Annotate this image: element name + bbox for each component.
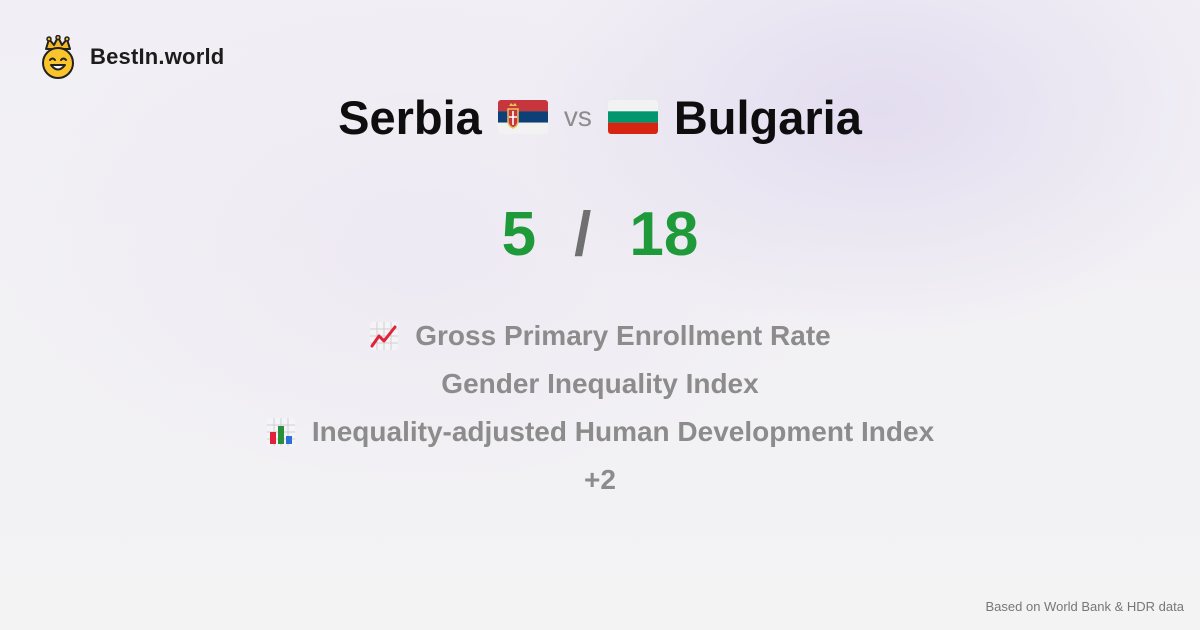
bulgaria-flag-icon	[607, 100, 658, 134]
metric-item: Gender Inequality Index	[441, 360, 758, 408]
brand-name: BestIn.world	[90, 44, 225, 69]
metric-label: Gender Inequality Index	[441, 368, 759, 399]
score: 5 / 18	[0, 195, 1200, 273]
chart-increasing-icon	[370, 322, 399, 350]
score-separator: /	[574, 199, 592, 269]
right-country-name: Bulgaria	[673, 90, 862, 144]
metric-label: Gross Primary Enrollment Rate	[415, 320, 831, 351]
left-score: 5	[501, 199, 537, 269]
left-country-name: Serbia	[338, 90, 482, 144]
right-score: 18	[629, 199, 699, 269]
brand[interactable]: BestIn.world	[38, 35, 224, 79]
metrics-list: Gross Primary Enrollment Rate Gender Ine…	[0, 312, 1200, 504]
metric-item: Gross Primary Enrollment Rate	[369, 312, 831, 360]
comparison-title: Serbia vs Bulgaria	[0, 86, 1200, 148]
serbia-flag-icon	[497, 100, 548, 134]
bar-chart-icon	[266, 418, 295, 446]
data-source-note: Based on World Bank & HDR data	[985, 599, 1184, 614]
vs-label: vs	[563, 101, 592, 132]
metric-item: Inequality-adjusted Human Development In…	[266, 408, 934, 456]
more-metrics-count: +2	[584, 464, 616, 495]
metric-label: Inequality-adjusted Human Development In…	[311, 416, 935, 447]
smiling-crown-face-icon	[42, 35, 74, 79]
